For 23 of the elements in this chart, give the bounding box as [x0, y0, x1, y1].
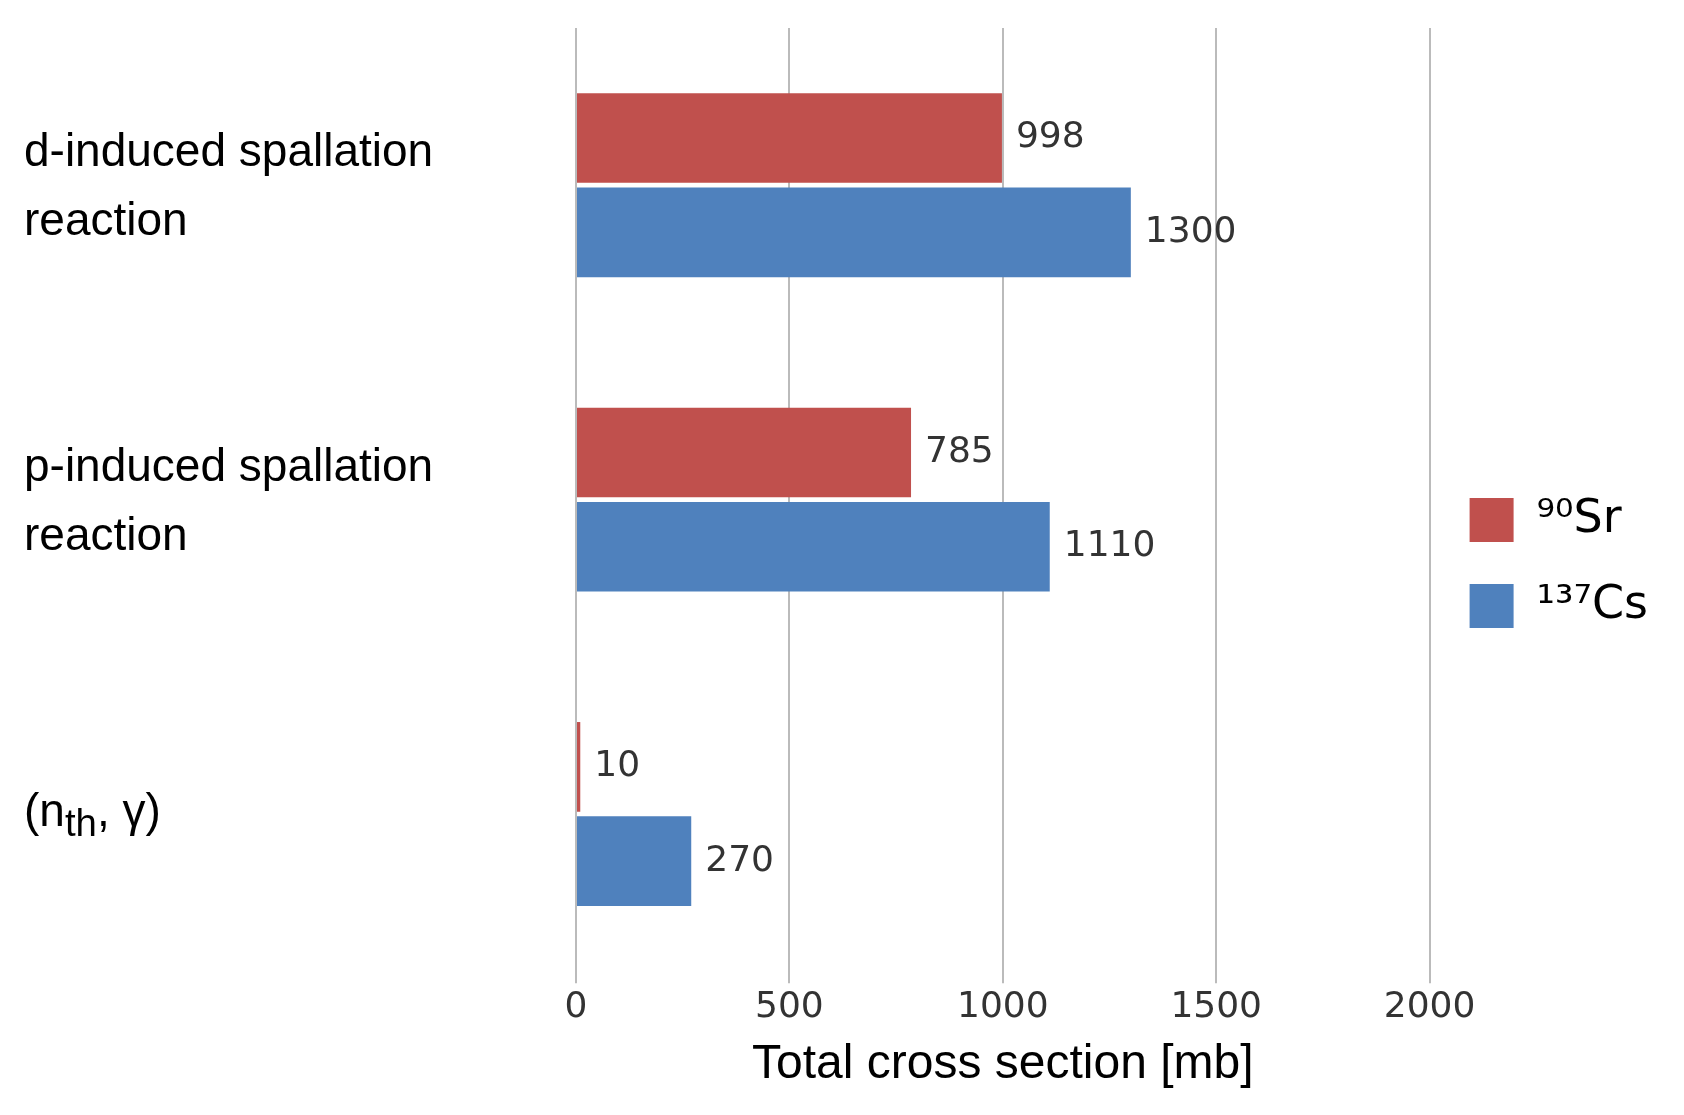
bar: [577, 187, 1131, 278]
x-tick-label: 0: [564, 984, 588, 1026]
x-tick-label: 1500: [1170, 984, 1263, 1026]
y-tick-label: d-induced spallation reaction: [24, 123, 435, 248]
x-tick-label: 1000: [956, 984, 1049, 1026]
legend-label: ¹³⁷Cs: [1536, 574, 1648, 629]
bar: [577, 722, 581, 812]
x-tick-label: 2000: [1383, 984, 1476, 1026]
data-label: 10: [594, 743, 641, 785]
x-axis-title: Total cross section [mb]: [752, 1035, 1254, 1089]
bar: [577, 93, 1002, 183]
data-label: 998: [1015, 114, 1085, 156]
data-label: 785: [925, 428, 994, 470]
x-tick-label: 500: [755, 984, 824, 1026]
legend-label: ⁹⁰Sr: [1536, 488, 1622, 543]
data-label: 1300: [1144, 208, 1237, 250]
data-label: 1110: [1063, 523, 1156, 565]
y-tick-label: p-induced spallation reaction: [24, 437, 435, 562]
bar: [577, 501, 1050, 592]
data-label: 270: [705, 837, 774, 879]
y-tick-label: (n$_{th}$, γ): [24, 783, 162, 847]
bar: [577, 816, 692, 906]
bar: [577, 407, 912, 498]
